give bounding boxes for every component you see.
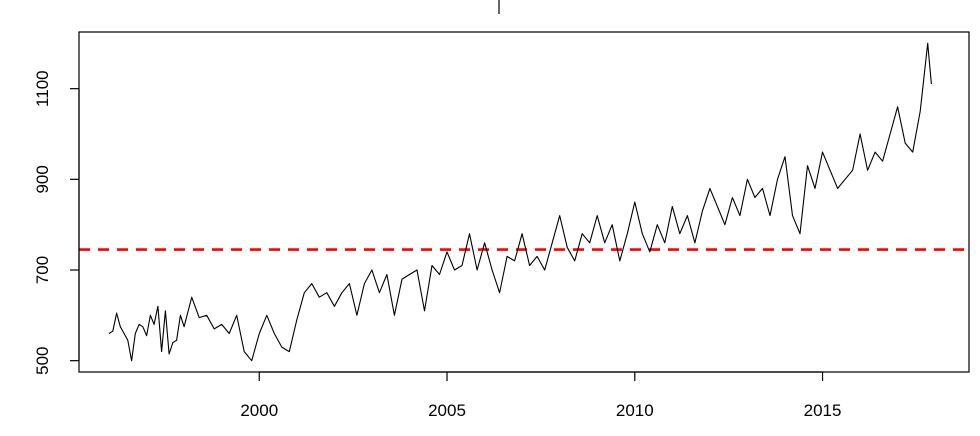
x-tick-label: 2010 (616, 401, 654, 420)
y-tick-label: 500 (33, 346, 52, 374)
axis-layer: 2000 2005 2010 2015 500 700 900 1100 (33, 70, 841, 420)
y-tick-label: 700 (33, 256, 52, 284)
x-tick-label: 2000 (240, 401, 278, 420)
y-tick-label: 1100 (33, 70, 52, 107)
x-tick-label: 2005 (428, 401, 466, 420)
series-line-0 (108, 42, 932, 362)
plot-layer (79, 42, 969, 362)
y-tick-label: 900 (33, 165, 52, 193)
x-tick-label: 2015 (804, 401, 842, 420)
